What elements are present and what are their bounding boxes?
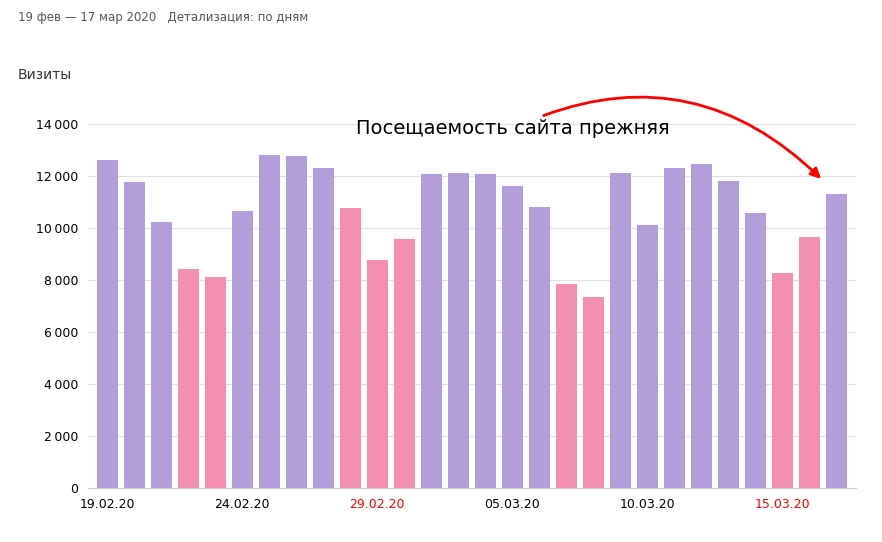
Bar — [232, 211, 253, 488]
Bar — [799, 237, 820, 488]
Bar — [313, 168, 333, 488]
Bar — [502, 186, 523, 488]
Bar — [745, 214, 766, 488]
Bar — [448, 173, 469, 488]
Bar — [610, 173, 631, 488]
Bar — [691, 164, 712, 488]
Bar — [583, 296, 604, 488]
Bar — [718, 181, 739, 488]
Bar — [475, 175, 496, 488]
Bar — [421, 175, 442, 488]
Bar — [205, 277, 226, 488]
Text: Посещаемость сайта прежняя: Посещаемость сайта прежняя — [355, 97, 818, 177]
Bar — [556, 283, 577, 488]
Bar — [340, 208, 361, 488]
Bar — [258, 155, 280, 488]
Bar — [286, 156, 307, 488]
Text: 19 фев — 17 мар 2020   Детализация: по дням: 19 фев — 17 мар 2020 Детализация: по дня… — [18, 11, 308, 24]
Bar — [637, 225, 658, 488]
Bar — [177, 269, 198, 488]
Bar — [151, 222, 172, 488]
Bar — [826, 194, 848, 488]
Text: Визиты: Визиты — [18, 68, 72, 82]
Bar — [664, 168, 685, 488]
Bar — [772, 273, 793, 488]
Bar — [123, 182, 145, 488]
Bar — [529, 207, 550, 488]
Bar — [367, 260, 388, 488]
Bar — [393, 240, 415, 488]
Bar — [96, 160, 117, 488]
